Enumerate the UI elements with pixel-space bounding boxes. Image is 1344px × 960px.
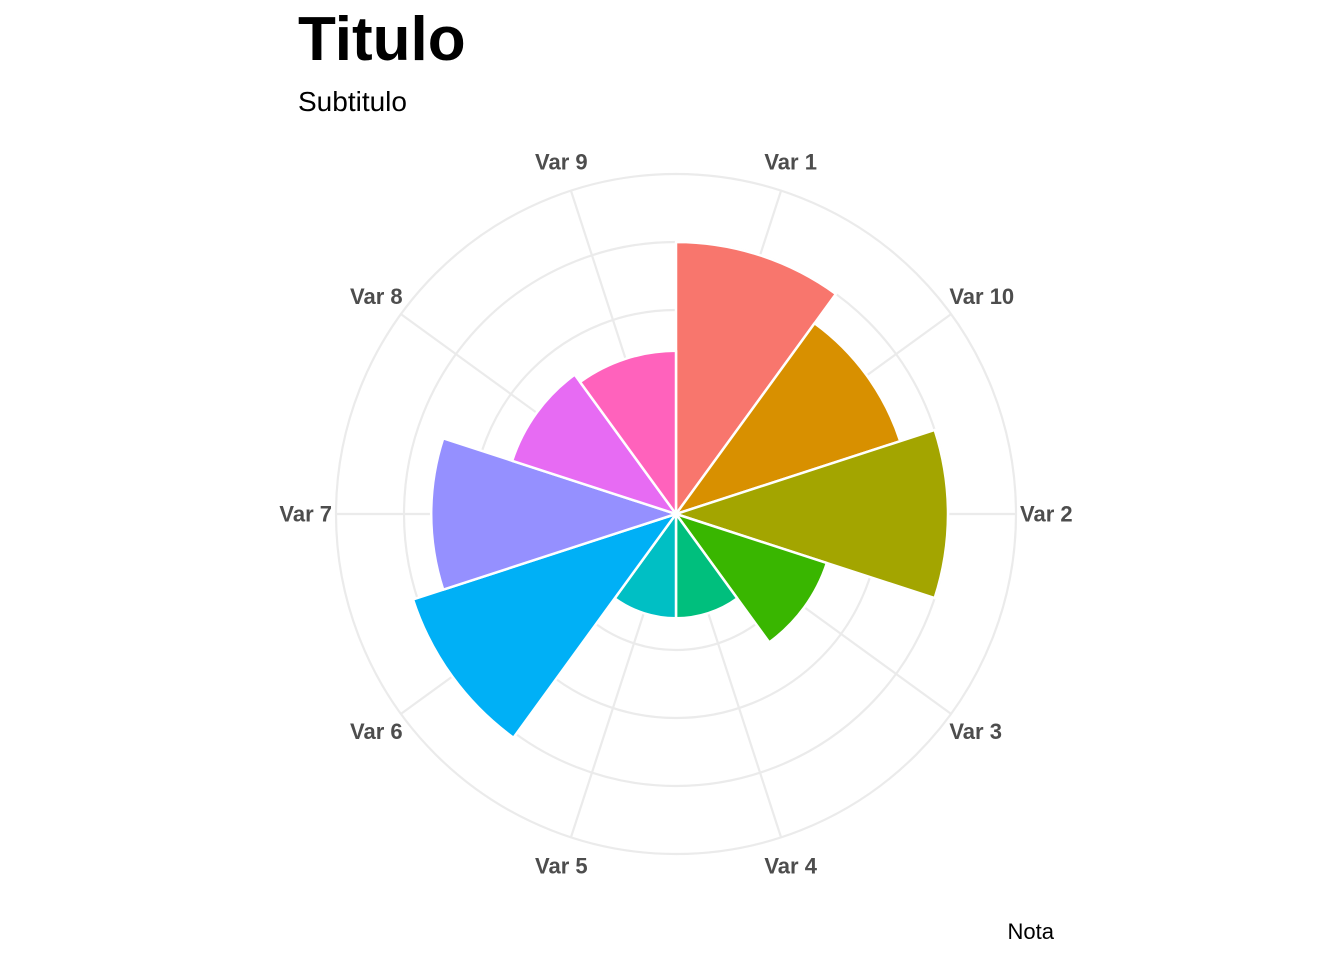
- chart-title: Titulo: [298, 5, 466, 74]
- axis-label-var-1: Var 1: [764, 150, 817, 175]
- axis-label-var-5: Var 5: [535, 853, 588, 878]
- bar-var-3: [674, 512, 829, 644]
- axis-label-var-7: Var 7: [279, 502, 332, 527]
- axis-label-var-8: Var 8: [350, 284, 403, 309]
- axis-label-var-9: Var 9: [535, 150, 588, 175]
- bar-var-2: [674, 428, 950, 600]
- axis-label-var-3: Var 3: [949, 719, 1002, 744]
- bar-var-1: [674, 240, 838, 516]
- axis-label-layer: Var 1 Var 10 Var 2 Var 3 Var 4 Var 5 Var 6 Var …: [279, 150, 1072, 879]
- axis-label-var-10: Var 10: [949, 284, 1014, 309]
- axis-label-var-2: Var 2: [1020, 502, 1073, 527]
- axis-label-var-6: Var 6: [350, 719, 403, 744]
- bar-var-10: [674, 322, 902, 516]
- chart-subtitle: Subtitulo: [298, 86, 407, 117]
- chart-caption: Nota: [1007, 919, 1054, 944]
- bar-var-7: [429, 437, 678, 591]
- axis-label-var-4: Var 4: [764, 853, 817, 878]
- bar-var-8: [510, 373, 678, 516]
- bar-var-6: [411, 512, 678, 739]
- bar-layer: [411, 240, 950, 739]
- bar-var-9: [578, 349, 678, 516]
